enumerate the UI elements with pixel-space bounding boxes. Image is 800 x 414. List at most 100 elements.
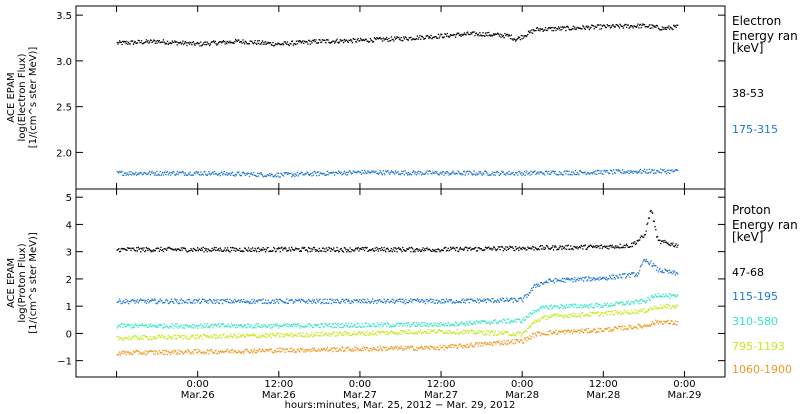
proton-data-point: [253, 348, 255, 350]
proton-data-point: [631, 301, 633, 303]
proton-data-point: [396, 299, 398, 301]
proton-data-point: [648, 324, 650, 326]
proton-data-point: [160, 336, 162, 338]
proton-data-point: [282, 325, 284, 327]
x-tick-date-label: Mar.26: [262, 390, 296, 401]
proton-data-point: [664, 268, 666, 270]
proton-data-point: [256, 352, 258, 354]
proton-data-point: [242, 301, 244, 303]
proton-data-point: [635, 243, 637, 245]
electron-data-point: [551, 170, 553, 172]
proton-data-point: [656, 320, 659, 322]
proton-data-point: [577, 329, 579, 332]
electron-data-point: [464, 174, 466, 176]
proton-data-point: [635, 327, 637, 329]
electron-data-point: [271, 44, 273, 46]
proton-data-point: [381, 300, 383, 302]
proton-data-point: [344, 350, 346, 352]
electron-data-point: [382, 170, 384, 172]
proton-data-point: [233, 333, 235, 335]
proton-data-point: [224, 325, 226, 328]
proton-data-point: [286, 302, 289, 304]
proton-data-point: [557, 305, 559, 307]
proton-data-point: [514, 299, 517, 301]
proton-data-point: [390, 247, 393, 250]
proton-data-point: [555, 278, 557, 280]
proton-data-point: [648, 299, 650, 301]
proton-data-point: [545, 334, 547, 336]
proton-data-point: [127, 247, 129, 249]
electron-data-point: [395, 37, 397, 39]
proton-data-point: [223, 249, 225, 251]
proton-data-point: [284, 323, 286, 325]
proton-data-point: [364, 326, 366, 328]
electron-data-point: [455, 172, 457, 174]
electron-data-point: [509, 35, 511, 37]
proton-data-point: [259, 299, 261, 301]
proton-data-point: [520, 297, 522, 300]
proton-data-point: [179, 353, 181, 355]
proton-data-point: [291, 324, 293, 326]
proton-data-point: [395, 333, 397, 335]
proton-data-point: [157, 247, 159, 249]
proton-data-point: [191, 334, 193, 337]
proton-data-point: [556, 313, 558, 315]
electron-data-point: [448, 174, 450, 176]
proton-data-point: [196, 301, 199, 303]
proton-data-point: [473, 330, 475, 333]
electron-data-point: [333, 171, 335, 174]
proton-data-point: [474, 321, 476, 323]
electron-data-point: [605, 169, 607, 172]
electron-data-point: [305, 41, 307, 43]
proton-data-point: [449, 325, 451, 327]
electron-data-point: [146, 41, 148, 43]
electron-data-point: [390, 36, 393, 38]
electron-data-point: [329, 42, 332, 44]
proton-data-point: [131, 324, 133, 326]
proton-data-point: [218, 302, 221, 305]
proton-data-point: [134, 335, 136, 337]
proton-data-point: [496, 322, 498, 325]
proton-data-point: [580, 304, 582, 306]
electron-data-point: [622, 25, 624, 27]
proton-data-point: [433, 346, 436, 348]
proton-data-point: [250, 302, 252, 305]
proton-data-point: [171, 337, 173, 339]
electron-data-point: [318, 39, 320, 41]
proton-data-point: [272, 326, 274, 328]
electron-data-point: [243, 172, 245, 174]
proton-data-point: [408, 300, 410, 302]
proton-data-point: [295, 325, 298, 328]
proton-data-point: [385, 323, 387, 325]
proton-data-point: [500, 331, 502, 333]
electron-data-point: [355, 172, 358, 174]
proton-data-point: [563, 314, 565, 317]
proton-data-point: [273, 325, 276, 327]
proton-data-point: [195, 349, 197, 351]
proton-data-point: [389, 301, 391, 304]
electron-data-point: [441, 171, 444, 173]
proton-data-point: [518, 341, 521, 343]
proton-data-point: [527, 294, 530, 297]
proton-data-point: [376, 334, 378, 336]
proton-data-point: [620, 301, 622, 303]
proton-data-point: [669, 305, 671, 307]
proton-data-point: [239, 325, 241, 327]
electron-data-point: [425, 171, 427, 174]
proton-data-point: [630, 273, 632, 275]
proton-data-point: [256, 301, 259, 303]
proton-data-point: [669, 244, 671, 246]
proton-data-point: [555, 313, 557, 315]
proton-data-point: [613, 314, 615, 316]
electron-data-point: [354, 171, 356, 173]
proton-data-point: [342, 326, 344, 328]
proton-data-point: [600, 330, 603, 332]
x-tick-date-label: Mar.28: [586, 390, 620, 401]
proton-data-point: [421, 249, 423, 251]
proton-data-point: [120, 352, 122, 354]
proton-data-point: [477, 299, 479, 301]
proton-data-point: [598, 315, 600, 317]
electron-data-point: [133, 42, 135, 44]
proton-data-point: [157, 326, 159, 328]
proton-data-point: [172, 352, 174, 354]
